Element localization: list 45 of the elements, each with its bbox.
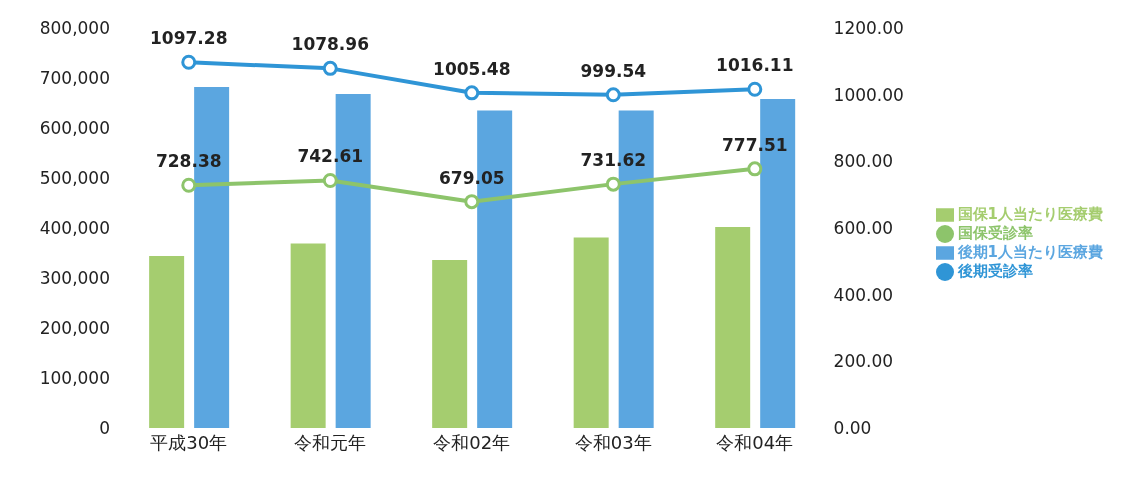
point — [605, 87, 621, 103]
point — [181, 54, 197, 70]
y2-tick-label: 400.00 — [833, 284, 894, 305]
x-tick-label: 令和02年 — [433, 431, 511, 453]
y2-tick-label: 1000.00 — [833, 84, 904, 105]
x-tick-label: 令和元年 — [294, 431, 367, 453]
bar — [432, 260, 468, 428]
y2-tick-label: 1200.00 — [833, 18, 904, 39]
y2-tick-label: 600.00 — [833, 218, 894, 239]
bar — [573, 237, 609, 428]
data-label: 1078.96 — [291, 34, 369, 55]
y-tick-label: 0 — [99, 418, 110, 439]
y-tick-label: 200,000 — [39, 318, 110, 339]
y2-tick-label: 200.00 — [833, 351, 894, 372]
y-tick-label: 100,000 — [39, 368, 110, 389]
point — [747, 161, 763, 177]
y2-tick-label: 0.00 — [833, 418, 872, 439]
data-label: 999.54 — [580, 60, 647, 81]
point — [605, 176, 621, 192]
y-tick-label: 300,000 — [39, 268, 110, 289]
point — [181, 177, 197, 193]
legend-label: 国保1人当たり医療費 — [957, 205, 1103, 223]
y-tick-label: 800,000 — [39, 18, 110, 39]
y-tick-label: 600,000 — [39, 118, 110, 139]
data-label: 1005.48 — [433, 58, 511, 79]
legend-label: 後期受診率 — [957, 262, 1033, 280]
y-tick-label: 700,000 — [39, 68, 110, 89]
x-tick-label: 令和03年 — [574, 431, 652, 453]
data-label: 1016.11 — [716, 55, 794, 76]
point — [464, 194, 480, 210]
x-tick-label: 令和04年 — [716, 431, 794, 453]
y2-tick-label: 800.00 — [833, 151, 894, 172]
legend-label: 国保受診率 — [957, 224, 1033, 242]
point — [322, 60, 338, 76]
legend-label: 後期1人当たり医療費 — [957, 243, 1103, 261]
point — [322, 172, 338, 188]
y-tick-label: 400,000 — [39, 218, 110, 239]
bar — [715, 227, 751, 428]
bar — [149, 256, 185, 428]
bar — [290, 243, 326, 428]
y-tick-label: 500,000 — [39, 168, 110, 189]
point — [747, 81, 763, 97]
data-label: 1097.28 — [150, 28, 228, 49]
point — [464, 85, 480, 101]
x-tick-label: 平成30年 — [150, 431, 228, 453]
